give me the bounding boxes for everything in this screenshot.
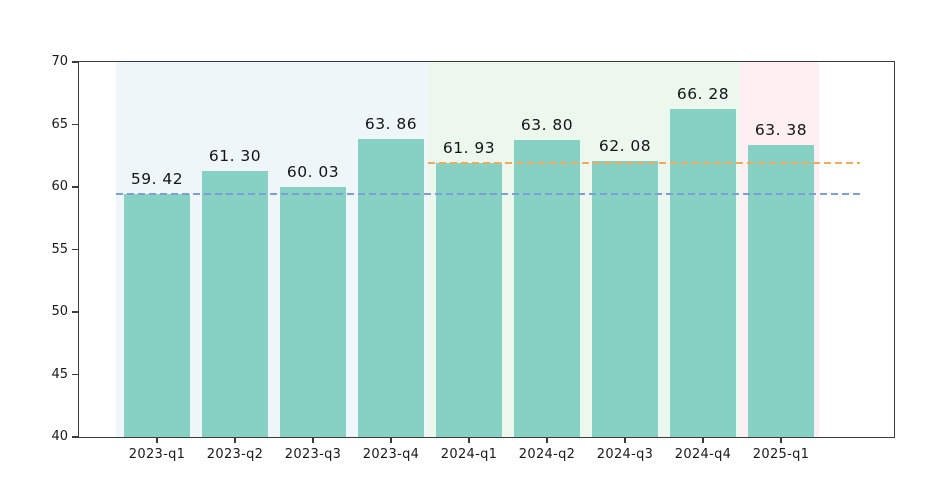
y-tick-label-55: 55	[51, 241, 68, 257]
y-tick-label-60: 60	[51, 179, 68, 194]
reference-line-2023-q1	[116, 193, 860, 196]
x-tick-mark-2024-q4	[702, 437, 704, 443]
y-tick-mark-40	[72, 436, 78, 438]
y-tick-label-45: 45	[51, 366, 68, 382]
y-tick-mark-50	[72, 311, 78, 313]
y-tick-label-50: 50	[51, 304, 68, 319]
x-tick-label-2023-q4: 2023-q4	[362, 447, 420, 462]
bar-2025-q1	[748, 144, 814, 437]
x-tick-mark-2024-q3	[624, 437, 626, 443]
x-tick-mark-2023-q1	[156, 437, 158, 443]
bar-value-label-2024-q2: 63. 80	[520, 115, 574, 134]
bar-2024-q1	[436, 162, 502, 437]
x-tick-label-2023-q1: 2023-q1	[128, 447, 186, 462]
x-tick-mark-2023-q3	[312, 437, 314, 443]
x-tick-label-2024-q1: 2024-q1	[440, 447, 498, 462]
bar-value-label-2025-q1: 63. 38	[754, 120, 808, 139]
bar-value-label-2024-q4: 66. 28	[676, 84, 730, 103]
bar-2023-q1	[124, 194, 190, 437]
bar-value-label-2023-q1: 59. 42	[130, 170, 184, 189]
y-tick-label-40: 40	[51, 429, 68, 444]
y-tick-mark-70	[72, 61, 78, 63]
y-tick-mark-60	[72, 186, 78, 188]
x-tick-label-2023-q2: 2023-q2	[206, 447, 264, 462]
bar-value-label-2024-q3: 62. 08	[598, 137, 652, 155]
x-tick-label-2024-q3: 2024-q3	[596, 447, 654, 462]
bar-2023-q3	[280, 186, 346, 437]
x-tick-label-2023-q3: 2023-q3	[284, 447, 342, 462]
y-tick-mark-55	[72, 248, 78, 251]
y-tick-mark-65	[72, 123, 78, 126]
x-tick-label-2024-q4: 2024-q4	[674, 447, 732, 462]
bar-value-label-2023-q3: 60. 03	[286, 162, 340, 181]
x-tick-mark-2023-q4	[390, 437, 392, 443]
x-tick-label-2024-q2: 2024-q2	[518, 447, 576, 462]
bar-2024-q4	[670, 108, 736, 437]
y-tick-mark-45	[72, 373, 78, 376]
y-tick-label-65: 65	[51, 116, 68, 132]
bar-value-label-2023-q4: 63. 86	[364, 114, 418, 133]
bar-value-label-2024-q1: 61. 93	[442, 138, 496, 157]
bar-2023-q4	[358, 138, 424, 437]
bar-2023-q2	[202, 170, 268, 437]
y-tick-label-70: 70	[51, 54, 68, 69]
reference-line-2024-q1	[428, 161, 860, 164]
bar-value-label-2023-q2: 61. 30	[208, 146, 262, 165]
bar-2024-q2	[514, 139, 580, 437]
bar-2024-q3	[592, 161, 658, 437]
x-tick-mark-2024-q1	[468, 437, 470, 443]
x-tick-mark-2023-q2	[234, 437, 236, 443]
x-tick-mark-2025-q1	[780, 437, 782, 443]
x-tick-label-2025-q1: 2025-q1	[752, 447, 810, 462]
plot-area: 59. 42 61. 30 60. 03 63. 86 61. 93 63. 80 62. …	[51, 54, 895, 462]
x-tick-mark-2024-q2	[546, 437, 548, 443]
